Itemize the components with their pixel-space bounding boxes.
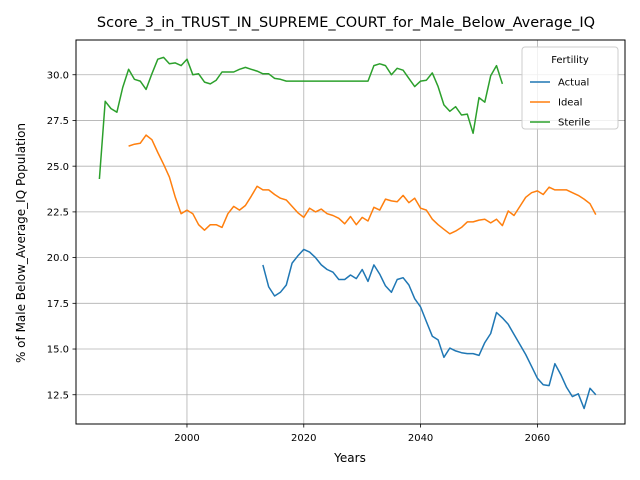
legend-label-sterile: Sterile: [558, 118, 590, 129]
x-axis: 2000 2020 2040 2060: [174, 424, 550, 444]
chart-title: Score_3_in_TRUST_IN_SUPREME_COURT_for_Ma…: [97, 15, 595, 31]
legend-title: Fertility: [551, 55, 589, 66]
y-tick-label: 15.0: [47, 345, 69, 356]
x-tick-label: 2000: [174, 433, 199, 444]
x-tick-label: 2040: [408, 433, 433, 444]
y-tick-label: 22.5: [47, 207, 69, 218]
y-axis: 12.5 15.0 17.5 20.0 22.5 25.0 27.5 30.0: [47, 70, 76, 401]
legend: Fertility Actual Ideal Sterile: [521, 46, 619, 130]
y-tick-label: 17.5: [47, 299, 69, 310]
legend-label-actual: Actual: [558, 78, 589, 89]
y-tick-label: 12.5: [47, 390, 69, 401]
y-tick-label: 27.5: [47, 116, 69, 127]
y-axis-label: % of Male Below_Average_IQ Population: [14, 123, 28, 363]
series-line-actual: [262, 248, 597, 410]
legend-box: [521, 46, 619, 130]
x-tick-label: 2020: [291, 433, 316, 444]
y-tick-label: 30.0: [47, 70, 69, 81]
y-tick-label: 25.0: [47, 162, 69, 173]
legend-label-ideal: Ideal: [558, 98, 582, 109]
series-layer: [98, 56, 597, 410]
x-axis-label: Years: [333, 451, 366, 465]
plot-area-frame: [75, 39, 626, 425]
y-tick-label: 20.0: [47, 253, 69, 264]
x-tick-label: 2060: [525, 433, 550, 444]
grid: [76, 40, 625, 424]
series-line-sterile: [98, 56, 504, 180]
series-line-ideal: [128, 134, 597, 235]
